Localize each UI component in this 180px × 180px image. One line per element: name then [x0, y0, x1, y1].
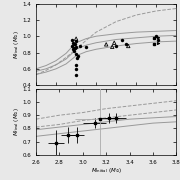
Point [155, 35, 158, 38]
Point [121, 39, 124, 42]
Point [111, 45, 114, 48]
Point [127, 45, 130, 48]
Point [75, 40, 78, 42]
Point [73, 47, 76, 50]
X-axis label: $M_{\rm initial}\ (M_{\odot})$: $M_{\rm initial}\ (M_{\odot})$ [91, 166, 122, 175]
Point [115, 45, 118, 48]
Point [79, 45, 82, 48]
Point [77, 54, 80, 57]
Point [113, 41, 116, 44]
Point [75, 45, 78, 48]
Point [72, 48, 75, 51]
Point [73, 50, 76, 52]
Point [75, 63, 78, 66]
Point [72, 41, 75, 44]
Point [75, 53, 78, 56]
Point [105, 43, 108, 46]
Point [75, 37, 78, 40]
Point [73, 43, 76, 46]
Point [85, 45, 88, 48]
Point [74, 46, 76, 49]
Point [71, 39, 74, 42]
Point [75, 67, 78, 70]
Point [74, 42, 76, 45]
Y-axis label: $M_{\rm final}\ (M_{\odot})$: $M_{\rm final}\ (M_{\odot})$ [12, 107, 21, 136]
Point [76, 57, 78, 60]
Point [125, 43, 128, 46]
Point [157, 39, 160, 42]
Y-axis label: $M_{\rm final}\ (M_{\odot})$: $M_{\rm final}\ (M_{\odot})$ [12, 30, 21, 59]
Point [75, 74, 78, 77]
Point [71, 45, 74, 48]
